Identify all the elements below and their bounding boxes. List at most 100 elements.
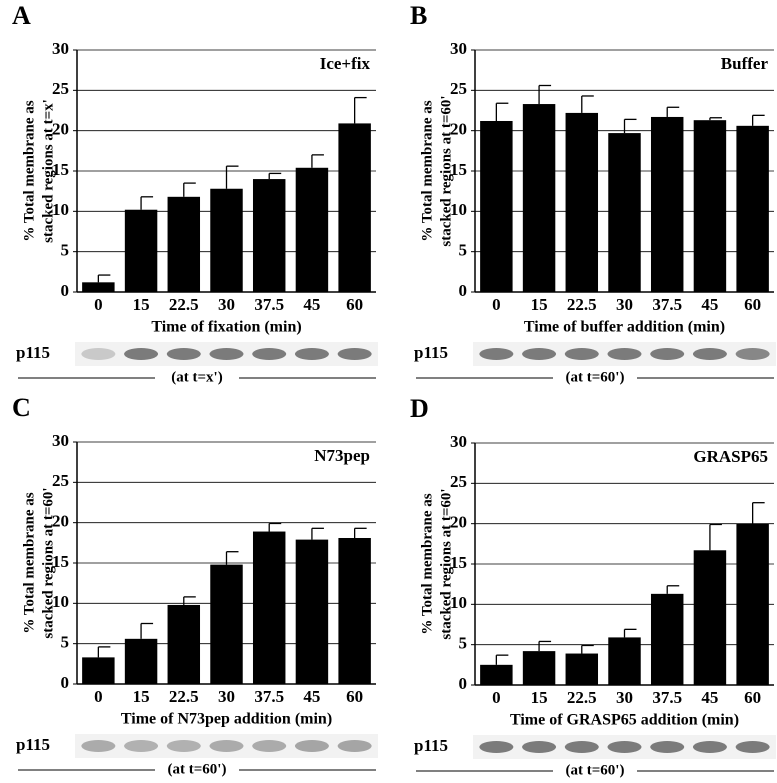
blot-background [75,342,378,366]
bar [167,604,201,684]
bar [736,125,769,293]
x-tick-label: 15 [531,295,548,314]
bar [693,550,727,685]
x-tick-label: 45 [303,295,320,314]
y-axis-label: % Total membrane as [419,493,435,634]
bar [210,564,243,684]
y-tick-label: 30 [52,39,69,58]
x-tick-label: 22.5 [567,295,597,314]
y-tick-label: 15 [450,553,467,572]
y-tick-label: 5 [459,241,468,260]
y-tick-label: 20 [52,120,69,139]
caption-backing [553,763,637,779]
bar [608,133,641,292]
y-tick-label: 0 [61,673,70,692]
bar [252,179,286,292]
panel-letter: A [12,1,31,30]
annotation: Ice+fix [320,54,371,73]
bar [565,653,599,685]
bar [650,116,684,292]
panel: A Ice+fix % Total membrane as stacked regio… [12,1,378,386]
bar [693,120,727,293]
annotation: Buffer [721,54,769,73]
y-tick-label: 20 [450,120,467,139]
bar [608,637,641,685]
x-tick-label: 30 [616,688,633,707]
blot-caption: (at t=60') [566,369,625,385]
bar [82,657,115,684]
y-axis-label: % Total membrane as [21,492,37,633]
blot-label: p115 [16,735,50,754]
bar [167,196,201,292]
y-tick-label: 5 [459,634,468,653]
y-tick-label: 20 [450,513,467,532]
x-tick-label: 15 [133,295,150,314]
x-tick-label: 45 [701,295,718,314]
bar [295,539,329,684]
bar [252,531,286,684]
bar [522,651,556,685]
y-axis-label: % Total membrane as [419,100,435,241]
panel: C N73pep % Total membrane as stacked region… [12,393,378,778]
x-axis-label: Time of buffer addition (min) [524,319,725,336]
x-tick-label: 30 [616,295,633,314]
blot-background [473,342,776,366]
x-tick-label: 0 [94,687,103,706]
annotation: N73pep [314,446,370,465]
bar [82,282,115,292]
y-tick-label: 0 [61,281,70,300]
x-tick-label: 60 [346,687,363,706]
blot-label: p115 [16,343,50,362]
x-axis-label: Time of GRASP65 addition (min) [510,712,739,729]
bar [480,664,513,685]
y-axis-label: stacked regions at t=60' [40,487,56,638]
x-tick-label: 22.5 [567,688,597,707]
y-tick-label: 5 [61,633,70,652]
x-tick-label: 15 [531,688,548,707]
x-tick-label: 22.5 [169,687,199,706]
y-tick-label: 10 [52,592,69,611]
blot-label: p115 [414,736,448,755]
caption-backing [155,762,239,778]
bar [736,523,769,685]
y-tick-label: 25 [52,471,69,490]
bar [650,593,684,685]
y-axis-label: stacked regions at t=60' [438,488,454,639]
x-tick-label: 37.5 [652,688,682,707]
y-tick-label: 30 [52,431,69,450]
y-tick-label: 30 [450,432,467,451]
y-axis-label: stacked regions at t=60' [438,95,454,246]
bar [480,120,513,292]
x-tick-label: 30 [218,687,235,706]
y-tick-label: 5 [61,241,70,260]
blot-caption: (at t=60') [168,761,227,777]
x-tick-label: 60 [346,295,363,314]
y-tick-label: 0 [459,674,468,693]
y-tick-label: 10 [450,200,467,219]
x-tick-label: 0 [94,295,103,314]
y-tick-label: 25 [450,472,467,491]
bar [295,167,329,292]
x-axis-label: Time of N73pep addition (min) [121,711,332,728]
x-tick-label: 0 [492,295,501,314]
y-axis-label: stacked regions at t=x' [40,99,56,243]
x-tick-label: 60 [744,688,761,707]
blot-caption: (at t=60') [566,762,625,778]
panel: B Buffer % Total membrane as stacked region… [410,1,776,386]
bar [565,112,599,292]
y-tick-label: 20 [52,512,69,531]
x-tick-label: 37.5 [652,295,682,314]
panel-letter: D [410,394,429,423]
x-tick-label: 15 [133,687,150,706]
x-tick-label: 37.5 [254,295,284,314]
panel: D GRASP65 % Total membrane as stacked regio… [410,394,776,779]
y-tick-label: 30 [450,39,467,58]
panel-letter: C [12,393,31,422]
y-tick-label: 15 [450,160,467,179]
y-axis-label: % Total membrane as [21,100,37,241]
blot-label: p115 [414,343,448,362]
x-tick-label: 37.5 [254,687,284,706]
caption-backing [155,370,239,386]
y-tick-label: 10 [450,593,467,612]
